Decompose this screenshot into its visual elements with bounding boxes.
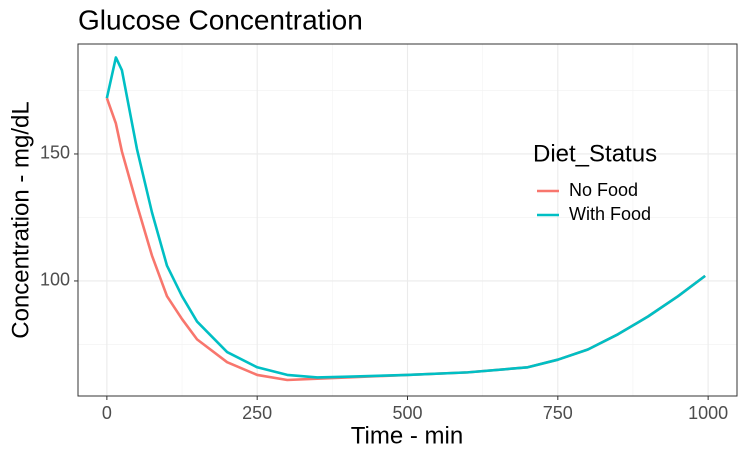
lines [105,56,706,382]
x-tick-label: 750 [543,403,573,423]
x-axis-title: Time - min [351,422,463,449]
series-line [105,56,706,379]
y-tick-label: 150 [40,143,70,163]
legend-label: With Food [569,204,651,224]
x-tick-label: 250 [242,403,272,423]
y-axis-title: Concentration - mg/dL [7,101,34,338]
grid [78,44,737,396]
legend-label: No Food [569,180,638,200]
x-tick-label: 0 [102,403,112,423]
legend-title: Diet_Status [533,140,657,167]
chart-title: Glucose Concentration [78,4,363,35]
x-tick-label: 1000 [688,403,728,423]
x-tick-label: 500 [392,403,422,423]
y-tick-label: 100 [40,270,70,290]
